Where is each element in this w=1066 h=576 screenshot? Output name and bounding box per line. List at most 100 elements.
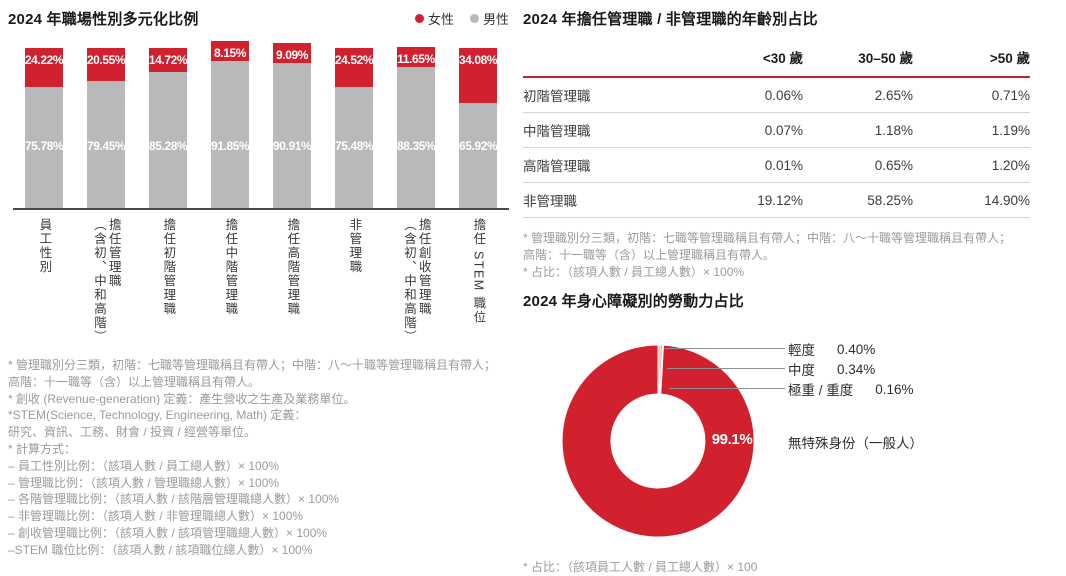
female-segment: 14.72%	[149, 48, 188, 72]
table-cell: 0.71%	[913, 77, 1030, 113]
age-by-role-table: <30 歲 30–50 歲 >50 歲 初階管理職 0.06% 2.65% 0.71% 中階…	[523, 41, 1030, 218]
table-cell: 非管理職	[523, 182, 683, 218]
male-value-label: 85.28%	[149, 139, 188, 153]
female-value-label: 34.08%	[458, 53, 498, 68]
female-segment: 11.65%	[397, 46, 435, 67]
table-cell: 0.07%	[683, 112, 803, 148]
table-cell: 19.12%	[683, 182, 803, 218]
donut-legend-item: 輕度 0.40%	[788, 340, 876, 359]
male-segment: 79.45%	[87, 80, 126, 208]
donut-majority-label: 無特殊身份（一般人）	[788, 436, 923, 452]
male-value-label: 88.35%	[397, 139, 436, 153]
table-cell: 高階管理職	[523, 147, 683, 183]
leader-line-mild	[665, 348, 785, 350]
category-cell: 非管理職	[323, 218, 385, 352]
footnote-line: * 占比：（該項員工人數 / 員工總人數）× 100	[523, 560, 758, 575]
table-cell: 2.65%	[803, 77, 913, 113]
gender-chart-legend: 女性 男性	[414, 8, 509, 28]
female-segment: 20.55%	[87, 48, 126, 81]
table-row: 非管理職 19.12% 58.25% 14.90%	[523, 182, 1030, 218]
footnote-line: 高階：十一職等（含）以上管理職稱且有帶人。	[523, 247, 776, 262]
table-header-cell: >50 歲	[913, 41, 1030, 78]
female-segment: 24.52%	[334, 48, 374, 88]
male-value-label: 79.45%	[87, 139, 126, 153]
legend-label-male: 男性	[482, 12, 509, 27]
stacked-bar: 11.65% 88.35%	[397, 46, 436, 208]
male-segment: 91.85%	[211, 61, 250, 208]
female-value-label: 9.09%	[275, 47, 309, 62]
table-cell: 58.25%	[803, 182, 913, 218]
category-cell: 擔任高階管理職	[261, 218, 323, 352]
male-segment: 75.48%	[335, 87, 374, 208]
footnote-line: * 創收 (Revenue-generation) 定義：產生營收之生產及業務單…	[8, 391, 356, 406]
table-cell: 0.06%	[683, 77, 803, 113]
stacked-bar: 34.08% 65.92%	[458, 48, 498, 208]
male-value-label: 90.91%	[273, 139, 312, 153]
category-label: 員工性別	[37, 218, 52, 274]
table-cell: 初階管理職	[523, 77, 683, 113]
footnote-line: 高階：十一職等（含）以上管理職稱且有帶人。	[8, 374, 261, 389]
bar-chart-category-axis: 員工性別 擔任管理職 （含初、中和高階） 擔任初階管理職 擔任中階管理職 擔任高階管理職 非…	[13, 210, 509, 352]
left-footnotes: * 管理職別分三類，初階：七職等管理職稱且有帶人；中階：八～十職等管理職稱且有帶…	[8, 357, 509, 559]
donut-title: 2024 年身心障礙別的勞動力占比	[523, 293, 744, 311]
leader-line-moderate	[667, 368, 785, 370]
gender-chart-header: 2024 年職場性別多元化比例 女性 男性	[8, 8, 509, 28]
category-cell: 擔任 STEM 職位	[447, 218, 509, 352]
right-section: 2024 年擔任管理職 / 非管理職的年齡別占比 <30 歲 30–50 歲 >50…	[523, 8, 1035, 576]
female-value-label: 24.22%	[24, 53, 64, 68]
donut-legend-label: 極重 / 重度	[788, 383, 854, 399]
female-value-label: 8.15%	[213, 46, 247, 61]
category-label: 擔任 STEM 職位	[471, 218, 486, 325]
table-cell: 1.20%	[913, 147, 1030, 183]
donut-footnote: * 占比：（該項員工人數 / 員工總人數）× 100	[523, 559, 1035, 576]
male-value-label: 75.48%	[335, 139, 374, 153]
donut-legend-value: 0.34%	[837, 361, 876, 377]
bar-column: 24.22% 75.78%	[13, 48, 75, 208]
footnote-line: – 非管理職比例：（該項人數 / 非管理職總人數）× 100%	[8, 509, 304, 524]
donut-legend-label: 輕度	[788, 343, 815, 359]
category-cell: 擔任中階管理職	[199, 218, 261, 352]
stacked-bar: 20.55% 79.45%	[87, 48, 126, 208]
table-cell: 0.65%	[803, 147, 913, 183]
stacked-bar: 24.22% 75.78%	[24, 48, 64, 208]
table-cell: 中階管理職	[523, 112, 683, 148]
male-segment: 75.78%	[25, 86, 64, 208]
male-value-label: 91.85%	[211, 139, 250, 153]
table-row: 初階管理職 0.06% 2.65% 0.71%	[523, 77, 1030, 113]
disability-donut-chart: 99.1% 無特殊身份（一般人） 輕度 0.40% 中度 0.34% 極重 / 重度 0.…	[523, 311, 1035, 553]
male-legend-dot-icon	[469, 14, 479, 23]
table-footnotes: * 管理職別分三類，初階：七職等管理職稱且有帶人；中階：八～十職等管理職稱且有帶…	[523, 230, 1035, 280]
female-segment: 9.09%	[273, 42, 311, 63]
table-cell: 0.01%	[683, 147, 803, 183]
bar-column: 24.52% 75.48%	[323, 48, 385, 208]
footnote-line: * 計算方式：	[8, 441, 77, 456]
stacked-bar: 9.09% 90.91%	[273, 42, 312, 208]
legend-item-female: 女性	[414, 9, 454, 28]
category-label: 擔任高階管理職	[285, 218, 300, 316]
donut-legend-item: 極重 / 重度 0.16%	[788, 380, 914, 399]
donut-legend-label: 中度	[788, 363, 815, 379]
bar-column: 11.65% 88.35%	[385, 46, 447, 208]
footnote-line: –STEM 職位比例：（該項人數 / 該項職位總人數）× 100%	[8, 542, 313, 557]
female-segment: 34.08%	[458, 48, 498, 103]
category-label: 擔任中階管理職	[223, 218, 238, 316]
category-label: 擔任創收管理職 （含初、中和高階）	[402, 218, 431, 344]
female-segment: 24.22%	[24, 48, 64, 87]
category-cell: 擔任創收管理職 （含初、中和高階）	[385, 218, 447, 352]
table-row: 高階管理職 0.01% 0.65% 1.20%	[523, 147, 1030, 183]
footnote-line: * 占比：（該項人數 / 員工總人數）× 100%	[523, 264, 745, 279]
donut-legend-item: 中度 0.34%	[788, 360, 876, 379]
gender-chart-title: 2024 年職場性別多元化比例	[8, 11, 199, 28]
male-segment: 65.92%	[459, 102, 498, 208]
age-table-title: 2024 年擔任管理職 / 非管理職的年齡別占比	[523, 11, 818, 28]
stacked-bar: 8.15% 91.85%	[211, 41, 250, 208]
donut-slice	[659, 345, 664, 396]
footnote-line: * 管理職別分三類，初階：七職等管理職稱且有帶人；中階：八～十職等管理職稱且有帶…	[523, 231, 1012, 245]
leader-line-severe	[669, 388, 785, 390]
category-cell: 擔任初階管理職	[137, 218, 199, 352]
female-value-label: 24.52%	[334, 53, 374, 68]
category-cell: 擔任管理職 （含初、中和高階）	[75, 218, 137, 352]
donut-legend-value: 0.40%	[837, 341, 876, 357]
male-segment: 90.91%	[273, 62, 312, 208]
stacked-bar: 14.72% 85.28%	[149, 48, 188, 208]
